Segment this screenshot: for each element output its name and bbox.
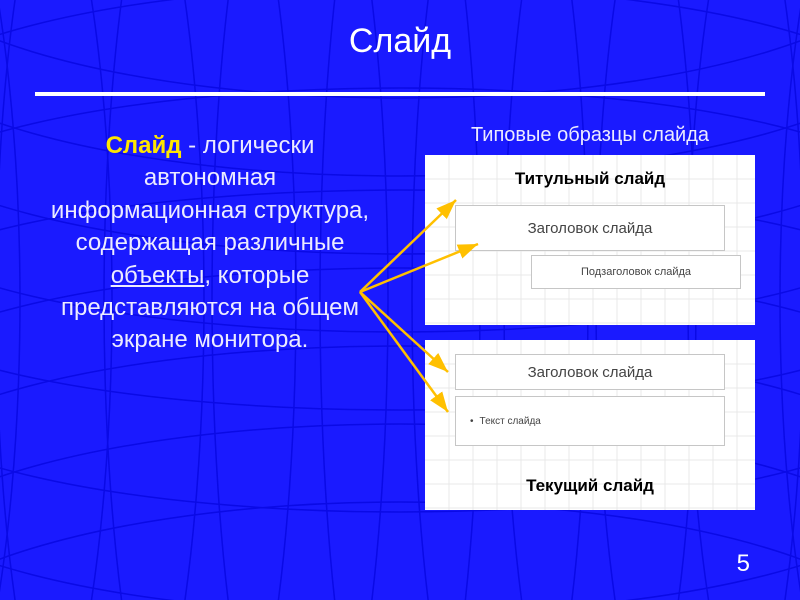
- definition-keyword: Слайд: [106, 132, 182, 159]
- template-top-placeholder-subtitle: Подзаголовок слайда: [531, 255, 741, 289]
- title-divider: [35, 92, 765, 96]
- template-title-slide: Титульный слайд Заголовок слайда Подзаго…: [425, 155, 755, 325]
- template-top-caption: Титульный слайд: [425, 169, 755, 189]
- templates-label: Типовые образцы слайда: [425, 124, 755, 147]
- def-part1: - логически автономная информационная ст…: [51, 132, 369, 256]
- def-part2: , которые представляются на общем экране…: [61, 262, 359, 354]
- template-bottom-caption: Текущий слайд: [425, 476, 755, 496]
- template-bottom-body-text: Текст слайда: [480, 416, 541, 427]
- template-bottom-placeholder-title: Заголовок слайда: [455, 354, 725, 390]
- definition-underlined: объекты: [111, 262, 205, 289]
- template-content-slide: Заголовок слайда • Текст слайда Текущий с…: [425, 340, 755, 510]
- bullet-icon: •: [470, 416, 474, 427]
- template-top-placeholder-title: Заголовок слайда: [455, 205, 725, 251]
- page-number: 5: [737, 550, 750, 578]
- slide-title: Слайд: [0, 22, 800, 61]
- template-bottom-placeholder-body: • Текст слайда: [455, 396, 725, 446]
- definition-text: Слайд - логически автономная информацион…: [50, 130, 370, 357]
